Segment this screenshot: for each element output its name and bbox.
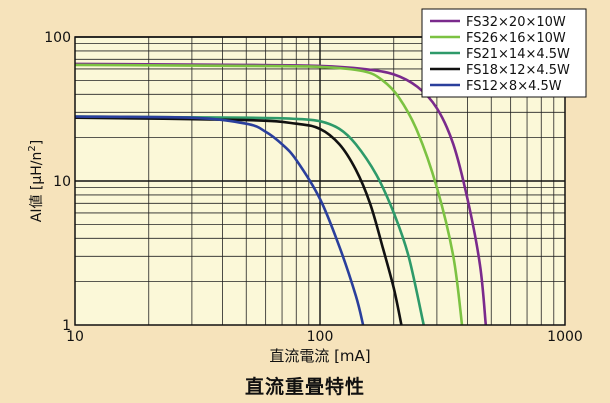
plot-frame [74, 36, 566, 326]
y-axis-label-end: ] [29, 140, 45, 145]
y-axis-label-main: AI値 [μH/n [29, 152, 45, 223]
legend-label: FS21×14×4.5W [466, 47, 570, 62]
legend: FS32×20×10WFS26×16×10WFS21×14×4.5WFS18×1… [421, 8, 587, 98]
x-tick-label: 1000 [547, 329, 583, 345]
x-axis-label: 直流電流 [mA] [269, 347, 370, 365]
y-axis-label: AI値 [μH/n2] [27, 140, 45, 223]
legend-label: FS12×8×4.5W [466, 79, 562, 94]
grid-lines [75, 36, 565, 325]
chart-title: 直流重畳特性 [244, 376, 365, 398]
series-line-5 [74, 115, 365, 326]
series-line-4 [74, 116, 403, 326]
legend-label: FS32×20×10W [466, 15, 566, 30]
series-lines [74, 62, 488, 326]
y-tick-label: 1 [62, 318, 71, 334]
series-line-2 [74, 63, 464, 326]
y-tick-label: 100 [44, 30, 71, 46]
series-line-3 [74, 115, 425, 326]
x-tick-label: 100 [307, 329, 334, 345]
legend-label: FS26×16×10W [466, 31, 566, 46]
x-tick-label: 10 [66, 329, 84, 345]
y-tick-label: 10 [53, 174, 71, 190]
y-axis-label-sup: 2 [27, 145, 38, 151]
legend-label: FS18×12×4.5W [466, 63, 570, 78]
